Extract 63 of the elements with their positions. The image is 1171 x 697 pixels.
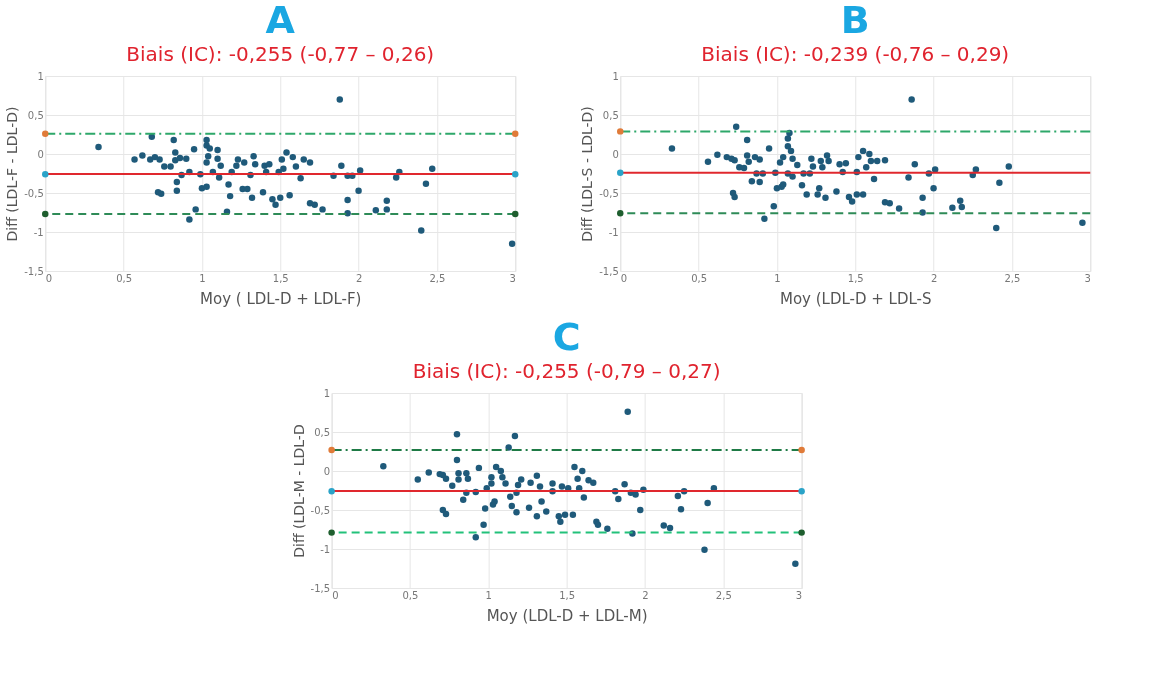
chart-title: C [552, 315, 581, 359]
point [328, 446, 335, 454]
x-tick-label: 0 [620, 272, 628, 284]
x-axis-title: Moy (LDL-D + LDL-S [779, 289, 932, 308]
x-tick-label: 0,5 [691, 272, 708, 284]
x-tick-label: 3 [1084, 272, 1091, 284]
y-tick-label: 1 [323, 387, 331, 399]
y-tick-label: 0,5 [314, 426, 331, 438]
x-tick-label: 0 [332, 589, 339, 601]
x-tick-label: 2 [930, 272, 938, 284]
chart-title: A [265, 0, 296, 42]
point [512, 171, 519, 178]
y-tick-label: 0,5 [602, 109, 619, 121]
x-tick-label: 3 [795, 589, 803, 601]
x-tick-label: 0,5 [116, 272, 133, 284]
x-tick-label: 1,5 [272, 272, 289, 284]
x-tick-label: 1,5 [559, 589, 576, 601]
point [42, 171, 49, 178]
y-tick-label: 0 [323, 465, 331, 477]
y-tick-label: 1 [612, 70, 619, 82]
x-tick-label: 1 [199, 272, 206, 284]
chart-subtitle: Biais (IC): -0,255 (-0,79 – 0,27) [412, 359, 721, 383]
x-tick-label: 2 [642, 589, 649, 601]
x-tick-label: 2,5 [429, 272, 446, 284]
y-tick-label: -1 [33, 226, 44, 238]
y-axis-title: Diff (LDL-F - LDL-D) [4, 106, 21, 242]
point [798, 488, 805, 495]
y-tick-label: -1,5 [599, 265, 619, 277]
point [798, 529, 805, 536]
y-tick-label: 0 [612, 148, 619, 160]
y-tick-label: -0,5 [310, 504, 331, 516]
x-tick-label: 2 [355, 272, 363, 284]
point [798, 446, 805, 454]
y-tick-label: -1,5 [24, 265, 44, 277]
x-tick-label: 0,5 [402, 589, 419, 601]
point [328, 529, 335, 536]
chart-subtitle: Biais (IC): -0,255 (-0,77 – 0,26) [126, 42, 435, 66]
y-tick-label: 0,5 [27, 109, 44, 121]
point [42, 130, 49, 137]
y-tick-label: -1 [320, 543, 331, 555]
x-tick-label: 1,5 [847, 272, 864, 284]
x-tick-label: 1 [774, 272, 781, 284]
point [42, 210, 49, 218]
point [328, 488, 335, 495]
y-tick-label: -0,5 [24, 187, 44, 199]
y-tick-label: 0 [37, 148, 44, 160]
point [512, 210, 519, 218]
y-tick-label: -1 [608, 226, 619, 238]
x-tick-label: 2,5 [1004, 272, 1021, 284]
y-tick-label: -1,5 [310, 582, 331, 594]
y-axis-title: Diff (LDL-S - LDL-D) [579, 106, 596, 242]
point [512, 130, 519, 137]
x-tick-label: 2,5 [715, 589, 732, 601]
chart-title: B [840, 0, 870, 42]
x-tick-label: 1 [485, 589, 492, 601]
chart-subtitle: Biais (IC): -0,239 (-0,76 – 0,29) [701, 42, 1010, 66]
x-axis-title: Moy ( LDL-D + LDL-F) [200, 289, 362, 308]
x-tick-label: 0 [45, 272, 53, 284]
x-axis-title: Moy (LDL-D + LDL-M) [486, 606, 648, 625]
y-axis-title: Diff (LDL-M - LDL-D [290, 424, 307, 558]
y-tick-label: -0,5 [599, 187, 619, 199]
y-tick-label: 1 [37, 70, 44, 82]
x-tick-label: 3 [509, 272, 516, 284]
